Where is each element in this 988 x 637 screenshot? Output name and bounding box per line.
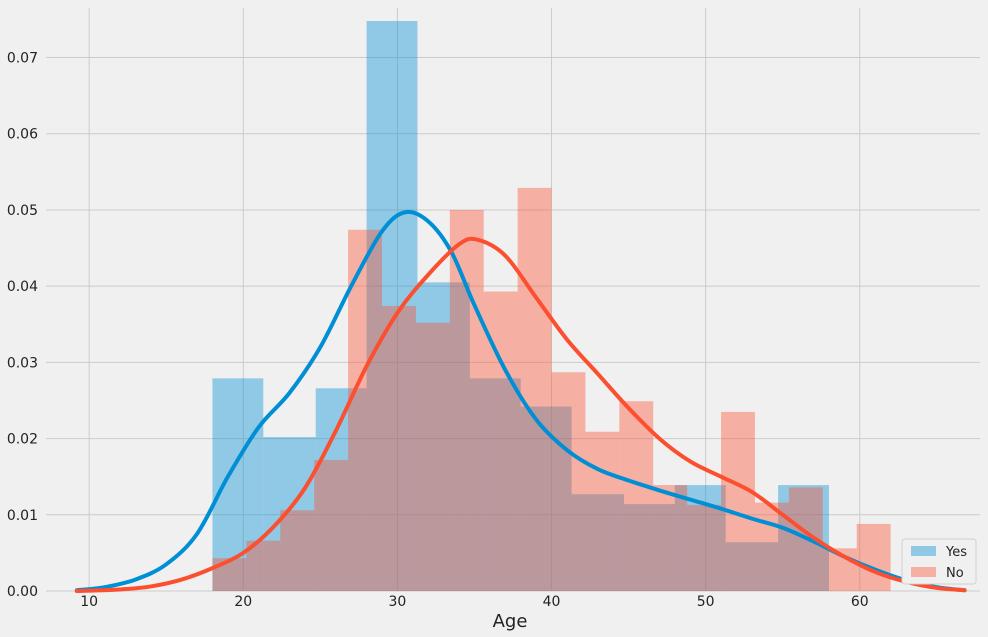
legend-swatch-no: [911, 567, 936, 577]
bar-no-5: [381, 305, 416, 591]
bar-yes-10: [725, 542, 779, 591]
y-tick-label-4: 0.04: [7, 279, 38, 295]
bar-no-9: [517, 187, 552, 592]
bar-yes-8: [623, 504, 675, 591]
legend-label-yes: Yes: [945, 545, 967, 560]
bar-no-11: [585, 431, 620, 591]
grid: [46, 8, 980, 592]
bar-no-3: [314, 459, 349, 591]
kde-curves: [74, 209, 967, 593]
bar-no-7: [449, 209, 484, 591]
bar-no-13: [653, 485, 688, 591]
bar-no-15: [721, 411, 755, 591]
tick-labels: 10 20 30 40 50 60 0.00 0.01 0.02 0.03 0.04 0.05 0.06…: [7, 51, 869, 610]
y-tick-label-1: 0.01: [7, 508, 38, 524]
bar-no-4: [348, 229, 382, 592]
bar-yes-3: [366, 20, 418, 591]
y-tick-label-2: 0.02: [7, 432, 38, 448]
bar-no-10: [551, 372, 586, 591]
legend-label-no: No: [946, 566, 964, 581]
legend: Yes No: [901, 538, 977, 585]
histogram-bars: [212, 20, 891, 592]
bar-yes-4: [417, 282, 470, 591]
bar-yes-6: [520, 406, 572, 591]
bar-no-19: [856, 523, 891, 591]
bar-no-14: [687, 504, 722, 591]
x-tick-label-3: 40: [543, 594, 561, 610]
kde-line-no: [74, 236, 967, 593]
bar-no-12: [619, 401, 654, 591]
bar-yes-7: [571, 494, 624, 591]
y-tick-label-3: 0.03: [7, 355, 38, 371]
x-tick-label-2: 30: [388, 594, 406, 610]
bar-yes-1: [263, 437, 316, 591]
y-tick-label-6: 0.06: [7, 127, 38, 143]
y-tick-label-0: 0.00: [7, 584, 38, 600]
x-tick-label-0: 10: [80, 594, 98, 610]
bar-no-0: [212, 558, 247, 591]
kde-line-yes: [74, 209, 967, 593]
bar-yes-5: [469, 378, 521, 591]
y-tick-label-5: 0.05: [7, 203, 38, 219]
legend-box: [901, 538, 977, 585]
x-axis-label: Age: [493, 611, 528, 632]
x-tick-label-1: 20: [234, 594, 252, 610]
x-tick-label-5: 60: [851, 594, 869, 610]
bar-no-6: [415, 322, 450, 591]
y-tick-label-7: 0.07: [7, 51, 38, 67]
x-tick-label-4: 50: [697, 594, 715, 610]
bar-no-1: [246, 540, 281, 591]
legend-swatch-yes: [911, 546, 936, 556]
bar-no-2: [280, 510, 315, 591]
